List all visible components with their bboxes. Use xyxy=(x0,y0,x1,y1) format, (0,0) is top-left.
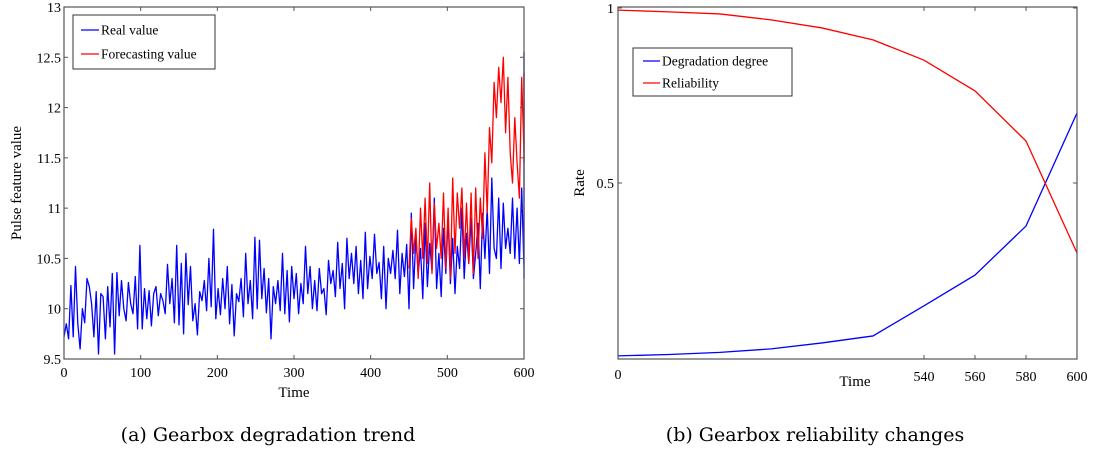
y-tick-label-a: 10 xyxy=(47,303,61,318)
y-tick-label-b: 1 xyxy=(607,2,614,17)
series-group-b xyxy=(617,9,1078,357)
series-line-forecasting-value xyxy=(408,56,525,280)
series-line-reliability xyxy=(617,9,1078,254)
legend-label-degradation-degree: Degradation degree xyxy=(662,54,768,69)
x-tick-label-b: 560 xyxy=(965,370,986,385)
y-tick-label-a: 11.5 xyxy=(37,152,61,167)
series-line-real-value xyxy=(63,51,525,355)
x-tick-label-a: 500 xyxy=(437,366,458,381)
caption-b: (b) Gearbox reliability changes xyxy=(666,424,964,446)
x-tick-label-a: 300 xyxy=(284,366,305,381)
caption-a: (a) Gearbox degradation trend xyxy=(121,424,416,446)
y-tick-label-a: 10.5 xyxy=(37,252,62,267)
x-tick-label-b: 600 xyxy=(1067,370,1088,385)
y-tick-label-b: 0.5 xyxy=(597,177,615,192)
x-tick-label-b: 0 xyxy=(615,368,622,383)
y-tick-label-a: 12 xyxy=(47,102,61,117)
x-tick-label-b: 580 xyxy=(1016,370,1037,385)
legend-a: Real value Forecasting value xyxy=(72,14,216,70)
series-line-degradation-degree xyxy=(617,112,1078,357)
x-tick-label-a: 600 xyxy=(514,366,535,381)
ticks-b: 0 540 560 580 600 0.5 1 xyxy=(597,2,1088,385)
y-axis-label-a: Pulse feature value xyxy=(9,126,25,240)
y-tick-label-a: 13 xyxy=(47,1,61,16)
chart-b: 0 540 560 580 600 0.5 1 Time Rate Degradation … xyxy=(572,2,1088,446)
x-tick-label-a: 400 xyxy=(360,366,381,381)
legend-label-forecasting-value: Forecasting value xyxy=(101,47,197,62)
x-tick-label-a: 200 xyxy=(207,366,228,381)
chart-a: 0 100 200 300 400 500 600 9.5 10 10.5 11 11.5 12 12.5… xyxy=(9,1,535,446)
x-tick-label-a: 100 xyxy=(130,366,151,381)
series-group-a xyxy=(63,51,525,355)
y-tick-label-a: 12.5 xyxy=(37,51,62,66)
legend-label-real-value: Real value xyxy=(101,23,158,38)
x-tick-label-a: 0 xyxy=(61,366,68,381)
ticks-a: 0 100 200 300 400 500 600 9.5 10 10.5 11 11.5 12 12.5… xyxy=(37,1,535,381)
x-axis-label-a: Time xyxy=(278,385,309,401)
x-tick-label-b: 540 xyxy=(914,370,935,385)
y-tick-label-a: 9.5 xyxy=(44,353,62,368)
y-tick-label-a: 11 xyxy=(48,202,61,217)
y-axis-label-b: Rate xyxy=(572,169,588,197)
legend-label-reliability: Reliability xyxy=(662,76,719,91)
legend-b: Degradation degree Reliability xyxy=(632,47,793,97)
legend-box-a xyxy=(72,14,216,70)
x-axis-label-b: Time xyxy=(839,374,870,390)
legend-box-b xyxy=(632,47,793,97)
